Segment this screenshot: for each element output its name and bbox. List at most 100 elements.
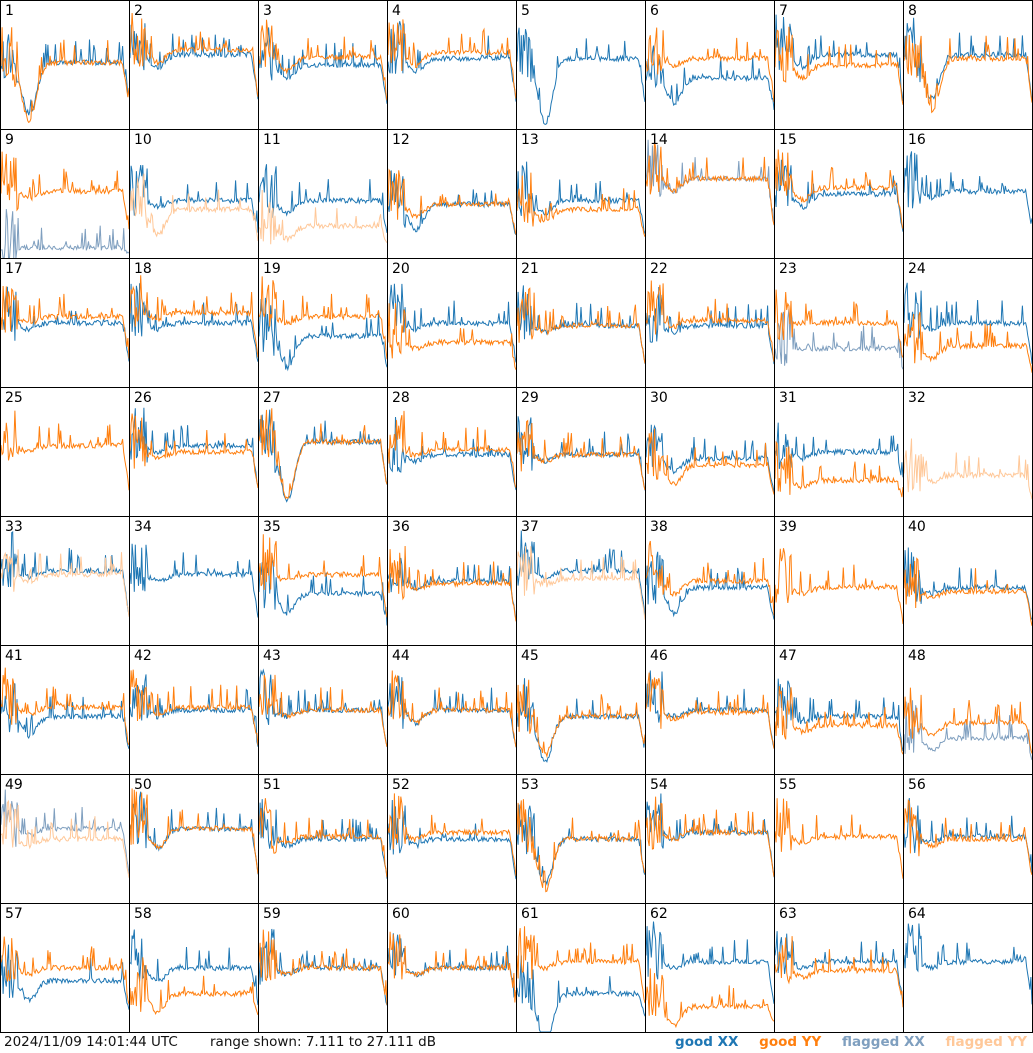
series-xx-23 <box>775 309 903 370</box>
panel-plot-57 <box>1 936 129 1010</box>
panel-plot-21 <box>517 285 645 364</box>
series-yy-14 <box>646 141 774 226</box>
series-xx-49 <box>1 789 129 874</box>
panel-number: 43 <box>263 648 281 664</box>
series-yy-58 <box>130 957 258 1016</box>
timestamp: 2024/11/09 14:01:44 UTC <box>4 1034 178 1050</box>
panel-number: 29 <box>521 390 539 406</box>
panel-number: 8 <box>908 3 917 19</box>
panel-38: 38 <box>645 516 775 646</box>
series-xx-35 <box>259 559 387 626</box>
series-yy-41 <box>1 667 129 746</box>
series-yy-22 <box>646 280 774 362</box>
series-xx-41 <box>1 683 129 750</box>
panel-plot-14 <box>646 139 774 226</box>
panel-16: 16 <box>903 129 1033 259</box>
panel-plot-10 <box>130 165 258 242</box>
series-yy-21 <box>517 287 645 364</box>
series-xx-58 <box>130 929 258 1006</box>
panel-number: 15 <box>779 132 797 148</box>
series-xx-42 <box>130 674 258 747</box>
series-xx-37 <box>517 530 645 618</box>
panel-45: 45 <box>516 645 646 775</box>
panel-57: 57 <box>0 903 130 1033</box>
series-yy-1 <box>1 27 129 124</box>
panel-plot-9 <box>1 151 129 258</box>
series-xx-62 <box>646 921 774 1004</box>
panel-plot-59 <box>259 928 387 1006</box>
series-yy-39 <box>775 548 903 625</box>
range-text: range shown: 7.111 to 27.111 dB <box>210 1034 436 1050</box>
panel-number: 16 <box>908 132 926 148</box>
panel-2: 2 <box>129 0 259 130</box>
panel-number: 11 <box>263 132 281 148</box>
legend-good-yy: good YY <box>759 1034 822 1050</box>
panel-plot-60 <box>388 931 516 1003</box>
panel-47: 47 <box>774 645 904 775</box>
series-xx-29 <box>517 416 645 491</box>
series-yy-35 <box>259 534 387 618</box>
panel-11: 11 <box>258 129 388 259</box>
panel-3: 3 <box>258 0 388 130</box>
panel-number: 54 <box>650 777 668 793</box>
series-yy-10 <box>130 173 258 242</box>
panel-9: 9 <box>0 129 130 259</box>
series-yy-25 <box>1 410 129 491</box>
panel-number: 24 <box>908 261 926 277</box>
series-xx-63 <box>775 931 903 1005</box>
series-yy-50 <box>130 788 258 874</box>
panel-plot-31 <box>775 422 903 498</box>
panel-19: 19 <box>258 258 388 388</box>
panel-plot-41 <box>1 667 129 750</box>
panel-number: 38 <box>650 519 668 535</box>
panel-number: 19 <box>263 261 281 277</box>
series-yy-43 <box>259 674 387 747</box>
series-xx-1 <box>1 34 129 116</box>
series-yy-42 <box>130 669 258 746</box>
panel-number: 41 <box>5 648 23 664</box>
panel-plot-16 <box>904 151 1032 224</box>
panel-plot-63 <box>775 931 903 1008</box>
panel-number: 6 <box>650 3 659 19</box>
series-yy-6 <box>646 27 774 102</box>
panel-plot-20 <box>388 283 516 370</box>
panel-64: 64 <box>903 903 1033 1033</box>
panel-number: 39 <box>779 519 797 535</box>
series-yy-46 <box>646 672 774 749</box>
panel-51: 51 <box>258 774 388 904</box>
panel-24: 24 <box>903 258 1033 388</box>
panel-12: 12 <box>387 129 517 259</box>
panel-46: 46 <box>645 645 775 775</box>
series-xx-48 <box>904 700 1032 761</box>
legend-good-xx: good XX <box>675 1034 739 1050</box>
panel-18: 18 <box>129 258 259 388</box>
panel-plot-28 <box>388 410 516 491</box>
legend-flagged-xx: flagged XX <box>842 1034 925 1050</box>
series-yy-15 <box>775 149 903 229</box>
panel-60: 60 <box>387 903 517 1033</box>
panel-number: 22 <box>650 261 668 277</box>
series-xx-30 <box>646 424 774 493</box>
series-yy-51 <box>259 798 387 878</box>
series-xx-3 <box>259 27 387 104</box>
panel-plot-50 <box>130 788 258 875</box>
panel-61: 61 <box>516 903 646 1033</box>
panel-number: 35 <box>263 519 281 535</box>
panel-number: 28 <box>392 390 410 406</box>
series-yy-53 <box>517 799 645 893</box>
panel-plot-52 <box>388 793 516 880</box>
series-xx-61 <box>517 955 645 1032</box>
series-xx-19 <box>259 297 387 372</box>
panel-number: 18 <box>134 261 152 277</box>
panel-53: 53 <box>516 774 646 904</box>
panel-number: 62 <box>650 906 668 922</box>
series-yy-24 <box>904 311 1032 373</box>
panel-number: 2 <box>134 3 143 19</box>
series-yy-48 <box>904 687 1032 754</box>
panel-plot-7 <box>775 14 903 105</box>
series-yy-31 <box>775 440 903 498</box>
series-xx-28 <box>388 416 516 491</box>
panel-36: 36 <box>387 516 517 646</box>
series-xx-16 <box>904 151 1032 224</box>
panel-number: 47 <box>779 648 797 664</box>
